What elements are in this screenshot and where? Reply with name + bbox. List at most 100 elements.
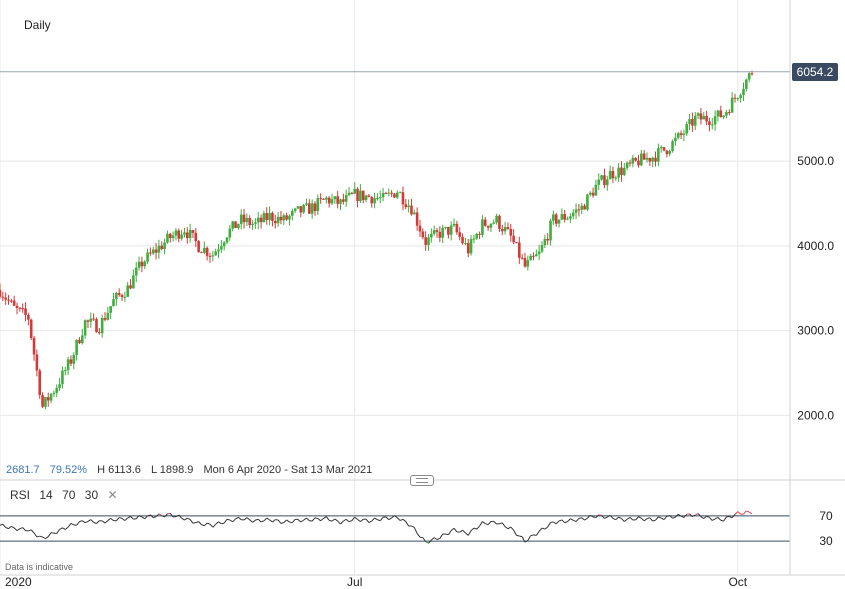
rsi-line-segment — [377, 519, 381, 522]
interval-label[interactable]: Daily — [24, 18, 51, 32]
rsi-line-segment — [303, 517, 307, 521]
rsi-line-segment — [592, 516, 597, 519]
rsi-line-segment — [93, 521, 97, 524]
candle-body — [674, 137, 677, 142]
rsi-line-segment — [130, 516, 134, 520]
candle-body — [520, 257, 524, 259]
rsi-line-segment — [530, 534, 534, 537]
rsi-line-segment — [646, 517, 650, 520]
candle-body — [310, 203, 314, 214]
candle-body — [410, 205, 413, 215]
candle-body — [66, 359, 70, 371]
rsi-line-segment — [439, 533, 444, 539]
candle-body — [588, 192, 592, 195]
rsi-line-segment — [345, 518, 350, 523]
rsi-line-segment — [243, 517, 248, 521]
candle-body — [367, 195, 371, 197]
candle-body — [637, 160, 640, 166]
rsi-line-segment — [198, 521, 202, 525]
candle-body — [418, 225, 422, 232]
rsi-line-segment — [450, 527, 455, 531]
candle-body — [325, 197, 328, 200]
candle-body — [282, 215, 286, 221]
rsi-line-segment — [263, 517, 268, 522]
candle-body — [251, 223, 254, 226]
rsi-line-segment — [581, 517, 585, 521]
candle-body — [225, 237, 229, 243]
rsi-line-segment — [82, 520, 86, 524]
candle-body — [350, 192, 354, 194]
candle-body — [625, 162, 629, 168]
candle-body — [239, 214, 243, 225]
stats-bar: 2681.7 79.52% H 6113.6 L 1898.9 Mon 6 Ap… — [6, 464, 379, 476]
candle-body — [12, 300, 16, 306]
candle-body — [571, 212, 575, 217]
rsi-line-segment — [365, 518, 370, 523]
candle-body — [557, 219, 561, 224]
candle-body — [242, 214, 246, 223]
candle-body — [248, 218, 252, 226]
candle-body — [376, 198, 379, 200]
rsi-line-segment — [527, 535, 532, 541]
rsi-line-segment — [607, 514, 611, 518]
candle-body — [316, 198, 320, 212]
candle-body — [336, 196, 339, 204]
candle-body — [271, 212, 274, 221]
rsi-line-segment — [127, 516, 131, 519]
candle-body — [146, 252, 149, 262]
candle-body — [640, 153, 643, 166]
candle-body — [549, 220, 552, 241]
candle-body — [515, 242, 518, 244]
rsi-line-segment — [187, 517, 191, 520]
rsi-line-segment — [714, 516, 719, 520]
rsi-line-segment — [107, 517, 111, 521]
candle-body — [438, 231, 442, 238]
rsi-lower: 30 — [84, 488, 99, 502]
rsi-line-segment — [541, 527, 546, 530]
close-icon[interactable]: ✕ — [107, 488, 118, 502]
candle-body — [727, 111, 731, 113]
candle-body — [58, 384, 61, 388]
rsi-line-segment — [575, 518, 580, 522]
rsi-line-segment — [524, 540, 529, 543]
candle-body — [713, 116, 717, 125]
candle-body — [461, 236, 464, 244]
candle-body — [103, 318, 107, 320]
rsi-line-segment — [206, 522, 211, 525]
rsi-line-segment — [238, 516, 242, 521]
rsi-line-segment — [453, 527, 458, 533]
candle-body — [384, 192, 388, 194]
rsi-line-segment — [445, 533, 449, 536]
rsi-line-segment — [660, 517, 665, 520]
rsi-line-segment — [59, 527, 63, 530]
y-tick-label: 4000.0 — [797, 239, 834, 253]
rsi-line-segment — [720, 519, 724, 522]
candle-body — [296, 206, 300, 209]
rsi-line-segment — [604, 516, 608, 519]
rsi-line-segment — [229, 519, 233, 523]
rsi-name[interactable]: RSI — [10, 488, 31, 502]
candle-body — [344, 195, 348, 202]
rsi-line-segment — [226, 518, 230, 521]
candle-body — [620, 167, 623, 176]
rsi-line-segment — [110, 517, 114, 522]
rsi-line-segment — [555, 520, 560, 525]
x-tick-label: Jul — [347, 575, 362, 589]
rsi-line-segment — [232, 518, 236, 523]
rsi-line-segment — [470, 527, 475, 531]
candle-body — [688, 119, 691, 125]
rsi-line-segment — [201, 524, 205, 527]
rsi-line-segment — [101, 520, 106, 524]
panel-resize-handle[interactable] — [410, 475, 434, 486]
candle-body — [526, 260, 530, 267]
rsi-line-segment — [257, 518, 262, 523]
candle-body — [662, 147, 666, 151]
rsi-line-segment — [135, 515, 140, 520]
rsi-line-segment — [467, 530, 472, 536]
rsi-line-segment — [504, 526, 509, 530]
candle-body — [608, 170, 612, 180]
rsi-line-segment — [422, 537, 427, 543]
rsi-line-segment — [16, 528, 21, 532]
candle-body — [254, 222, 257, 224]
